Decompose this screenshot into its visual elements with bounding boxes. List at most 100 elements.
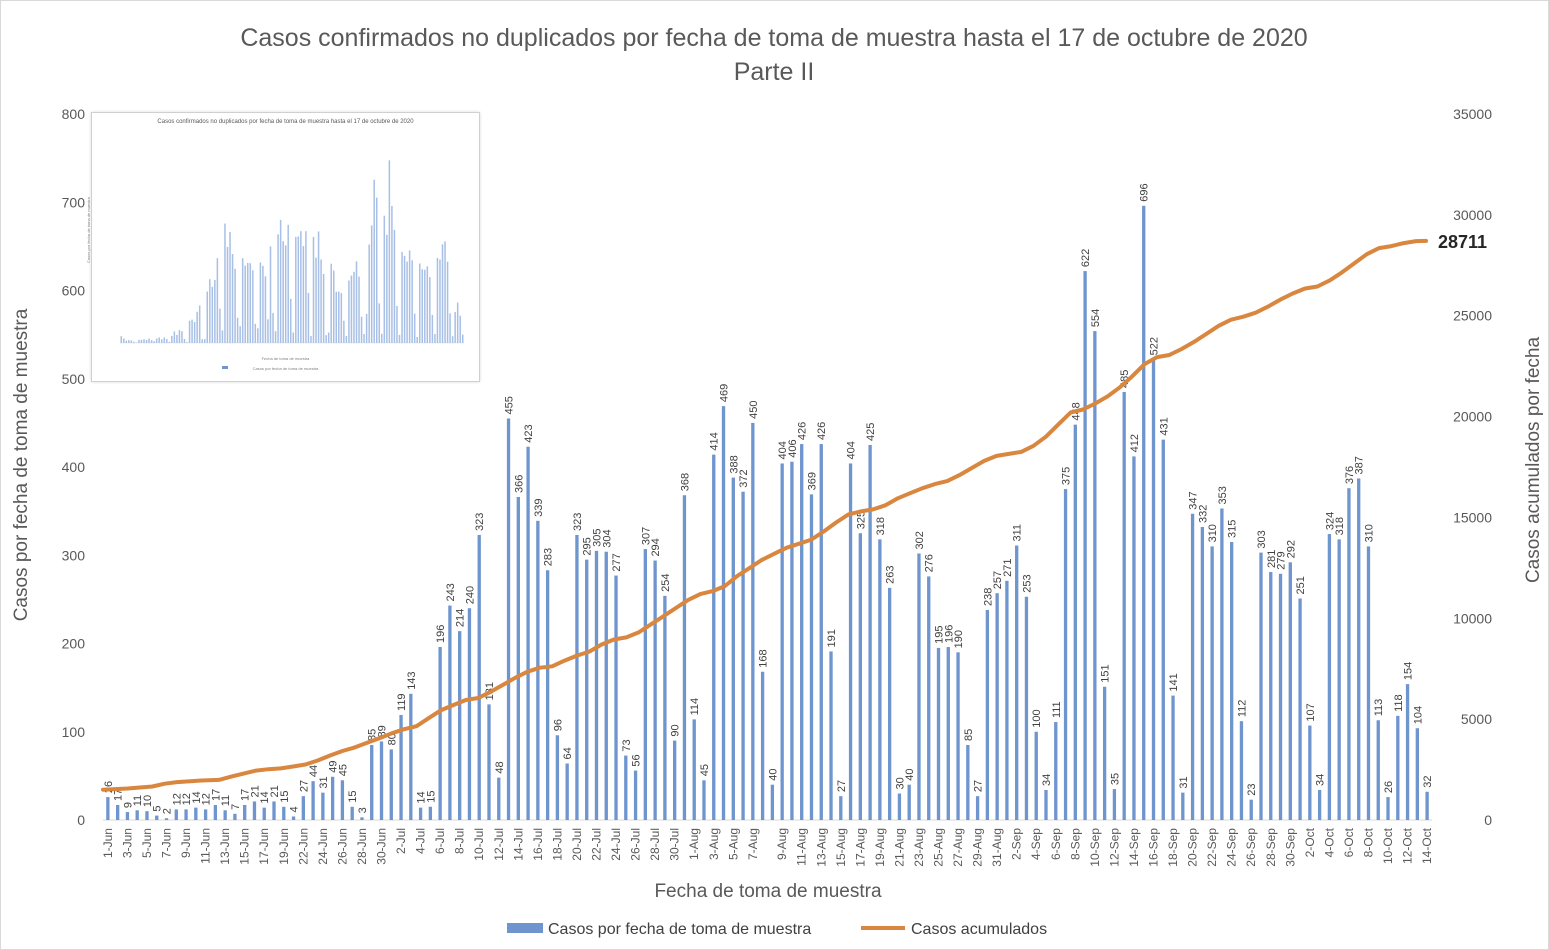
bar [1220,508,1224,820]
bar [1112,789,1117,820]
bar-value-label: 21 [249,785,261,797]
bar [321,792,325,820]
inset-bar [158,337,160,343]
bar-value-label: 12 [181,793,193,805]
x-tick-label: 8-Jul [453,828,467,854]
bar-value-label: 17 [210,789,222,801]
x-tick-label: 29-Aug [971,828,985,867]
bar [780,463,784,820]
x-tick-label: 30-Jul [668,828,682,861]
y-right-tick-label: 0 [1484,812,1492,828]
y-right-tick-label: 15000 [1453,509,1492,525]
bar-value-label: 295 [582,537,594,555]
inset-bar [360,316,363,343]
inset-bar [338,291,340,343]
bar [1132,456,1136,820]
y-left-tick-label: 300 [62,547,86,563]
bar-value-label: 276 [924,554,936,572]
bar [1151,359,1156,820]
bar [1200,527,1205,820]
bar-value-label: 15 [347,791,359,803]
bar [1376,720,1380,820]
bar [614,575,618,820]
inset-bar [224,223,226,343]
inset-bar [241,258,244,343]
inset-bar [370,225,373,343]
bar [1357,478,1361,820]
bar [164,818,169,820]
bar [350,806,354,820]
bar [1024,596,1029,820]
x-tick-label: 14-Jul [511,828,525,861]
bar [1337,539,1341,820]
bar-value-label: 455 [504,396,516,414]
inset-bar [426,266,429,343]
inset-bar [406,261,408,344]
bar [1044,790,1048,820]
bar-value-label: 302 [914,531,926,549]
x-tick-label: 27-Aug [951,828,965,867]
bar-value-label: 40 [904,768,916,780]
bar-value-label: 387 [1354,456,1366,474]
bar-value-label: 90 [670,724,682,736]
x-tick-label: 26-Sep [1244,828,1258,867]
bar-value-label: 554 [1090,309,1102,327]
bar-value-label: 305 [591,528,603,546]
bar-value-label: 271 [1002,558,1014,576]
inset-bar [153,341,155,343]
y-left-tick-label: 800 [62,106,86,122]
bar [1269,572,1273,820]
inset-bar [277,234,279,343]
bar [633,770,638,820]
bar-value-label: 196 [943,625,955,643]
bar-value-label: 118 [1393,694,1405,712]
inset-bar [166,339,168,343]
x-tick-label: 2-Jul [394,828,408,854]
bar [985,609,990,820]
bar-value-label: 368 [679,473,691,491]
x-tick-label: 15-Aug [834,828,848,867]
bar [1366,546,1371,820]
bar [330,776,335,820]
x-tick-label: 8-Sep [1068,828,1082,860]
bar [370,744,374,820]
legend-line-label: Casos acumulados [911,921,1047,938]
bar [223,810,227,820]
y-right-tick-label: 35000 [1453,106,1492,122]
x-tick-label: 11-Aug [795,828,809,866]
bar [428,806,433,820]
bar [741,491,745,820]
inset-bar [317,231,320,343]
bar-value-label: 304 [601,529,613,547]
bar-value-label: 11 [220,795,232,806]
bar [575,534,579,820]
x-tick-label: 22-Jun [296,828,310,865]
bar [594,550,599,820]
bar [1347,488,1351,820]
inset-bar [368,244,370,343]
x-tick-label: 9-Jun [179,828,193,858]
inset-bar [322,273,325,343]
x-tick-label: 11-Jun [199,828,213,864]
cumulative-line [101,238,1428,792]
inset-bar [145,339,148,343]
x-tick-label: 10-Oct [1381,827,1395,864]
bar [585,559,589,820]
bar [379,741,384,820]
inset-bar [176,334,178,343]
inset-bar [183,339,186,343]
bar-value-label: 27 [836,780,848,792]
inset-bar [249,263,252,343]
inset-bar [269,246,272,343]
bar-value-label: 414 [709,432,721,450]
inset-bar [416,336,418,343]
bar-value-label: 404 [777,441,789,459]
bar [1122,391,1126,820]
bar [604,551,608,820]
bar [1181,792,1185,820]
bar [155,815,159,820]
bar-value-label: 21 [269,785,281,797]
x-tick-label: 20-Sep [1186,828,1200,867]
bar-value-label: 73 [621,739,633,751]
inset-bar [282,241,284,343]
